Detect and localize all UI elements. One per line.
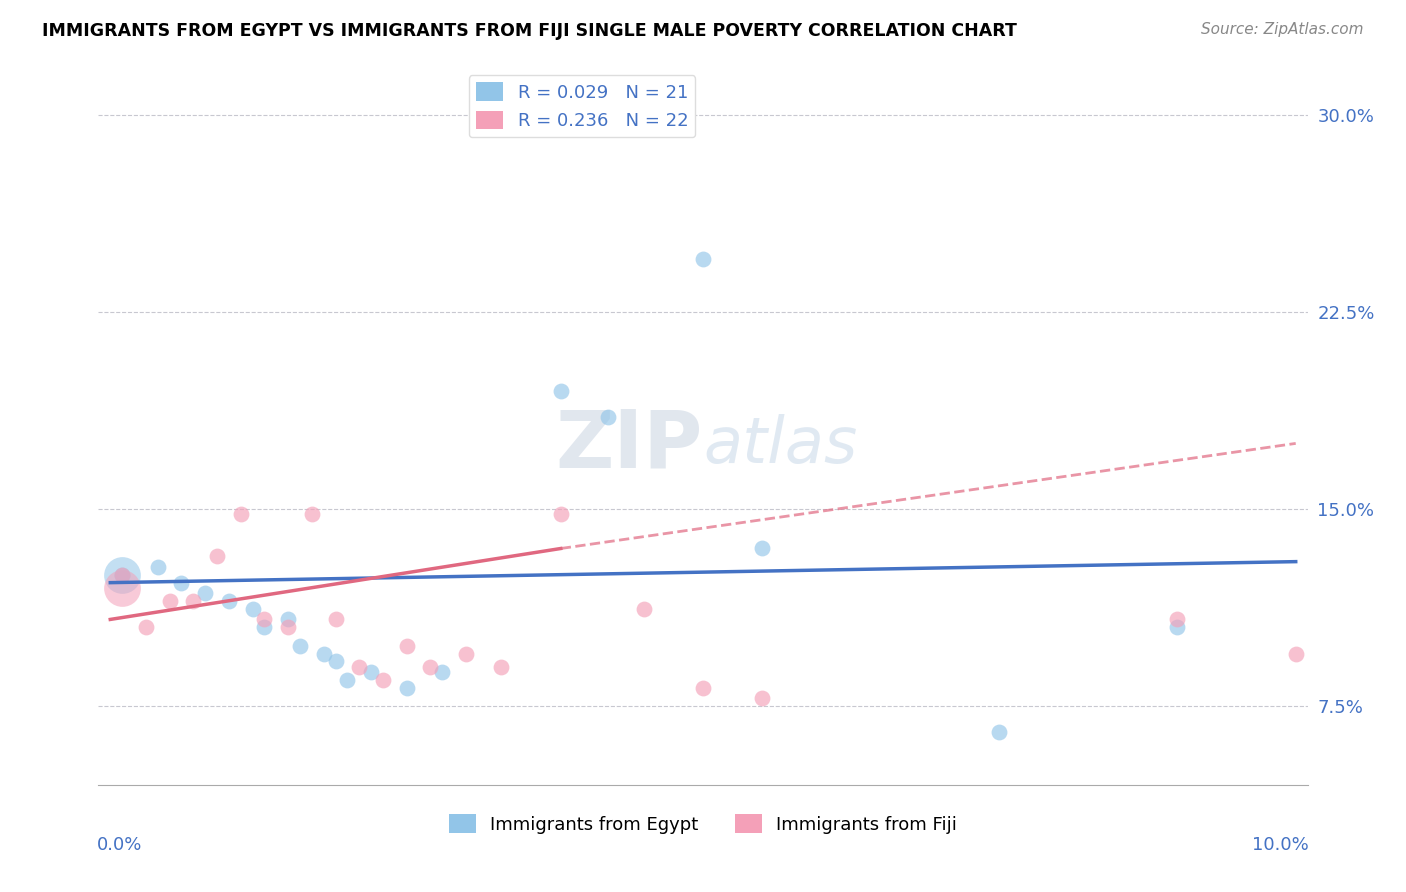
- Point: [454, 647, 477, 661]
- Point: [181, 594, 204, 608]
- Text: ZIP: ZIP: [555, 407, 703, 484]
- Point: [253, 620, 276, 634]
- Point: [277, 620, 299, 634]
- Point: [312, 647, 335, 661]
- Point: [229, 508, 252, 522]
- Point: [111, 567, 134, 582]
- Point: [111, 567, 134, 582]
- Point: [633, 602, 655, 616]
- Point: [692, 681, 714, 695]
- Legend: Immigrants from Egypt, Immigrants from Fiji: Immigrants from Egypt, Immigrants from F…: [441, 807, 965, 841]
- Point: [432, 665, 454, 679]
- Point: [135, 620, 157, 634]
- Point: [395, 639, 418, 653]
- Text: IMMIGRANTS FROM EGYPT VS IMMIGRANTS FROM FIJI SINGLE MALE POVERTY CORRELATION CH: IMMIGRANTS FROM EGYPT VS IMMIGRANTS FROM…: [42, 22, 1017, 40]
- Point: [491, 659, 513, 673]
- Point: [277, 612, 299, 626]
- Text: 0.0%: 0.0%: [97, 836, 142, 854]
- Point: [218, 594, 240, 608]
- Point: [692, 252, 714, 267]
- Point: [146, 560, 169, 574]
- Point: [550, 384, 572, 398]
- Point: [205, 549, 228, 564]
- Point: [111, 581, 134, 595]
- Point: [1285, 647, 1308, 661]
- Point: [159, 594, 181, 608]
- Point: [288, 639, 311, 653]
- Point: [751, 541, 773, 556]
- Point: [347, 659, 370, 673]
- Point: [1166, 612, 1188, 626]
- Text: 10.0%: 10.0%: [1251, 836, 1309, 854]
- Point: [1166, 620, 1188, 634]
- Point: [301, 508, 323, 522]
- Point: [988, 725, 1011, 739]
- Point: [419, 659, 441, 673]
- Point: [325, 655, 347, 669]
- Point: [194, 586, 217, 600]
- Text: Source: ZipAtlas.com: Source: ZipAtlas.com: [1201, 22, 1364, 37]
- Point: [395, 681, 418, 695]
- Point: [550, 508, 572, 522]
- Point: [325, 612, 347, 626]
- Point: [360, 665, 382, 679]
- Point: [253, 612, 276, 626]
- Point: [170, 575, 193, 590]
- Point: [336, 673, 359, 687]
- Point: [242, 602, 264, 616]
- Point: [371, 673, 394, 687]
- Point: [111, 567, 134, 582]
- Text: atlas: atlas: [703, 415, 858, 476]
- Point: [598, 410, 620, 425]
- Point: [751, 691, 773, 706]
